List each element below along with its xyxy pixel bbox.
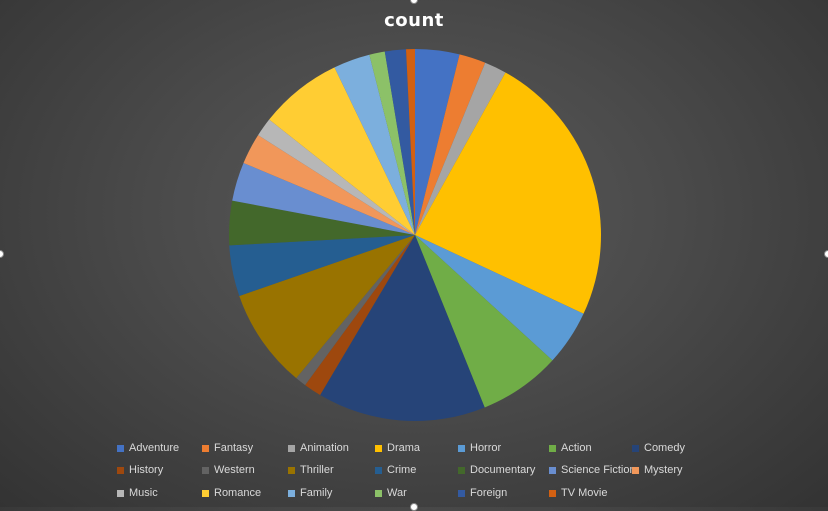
legend-item-thriller: Thriller: [288, 462, 334, 478]
legend-swatch: [288, 489, 295, 497]
legend-label: Western: [214, 464, 255, 476]
legend-item-mystery: Mystery: [632, 462, 683, 478]
legend-item-science-fiction: Science Fiction: [549, 462, 636, 478]
chart-title: count: [384, 10, 444, 31]
legend-item-drama: Drama: [375, 440, 420, 456]
legend-label: War: [387, 487, 407, 499]
legend-item-action: Action: [549, 440, 592, 456]
legend-item-war: War: [375, 485, 407, 501]
pie-slice-adventure[interactable]: [415, 49, 460, 235]
legend-label: History: [129, 464, 164, 476]
legend-label: Science Fiction: [561, 464, 636, 476]
legend-swatch: [458, 466, 465, 474]
legend-item-foreign: Foreign: [458, 485, 507, 501]
legend-swatch: [117, 444, 124, 452]
legend-swatch: [549, 466, 556, 474]
legend-swatch: [375, 489, 382, 497]
legend-swatch: [549, 489, 556, 497]
pie-slice-documentary[interactable]: [229, 200, 415, 246]
legend-swatch: [202, 489, 209, 497]
legend-swatch: [632, 466, 639, 474]
legend-swatch: [375, 466, 382, 474]
pie-slice-action[interactable]: [415, 235, 553, 408]
legend-item-tv-movie: TV Movie: [549, 485, 607, 501]
pie-slice-war[interactable]: [369, 51, 415, 236]
legend-item-documentary: Documentary: [458, 462, 535, 478]
legend-swatch: [202, 466, 209, 474]
legend-item-horror: Horror: [458, 440, 501, 456]
legend-swatch: [117, 489, 124, 497]
pie-slice-fantasy[interactable]: [415, 54, 486, 236]
pie-slice-animation[interactable]: [415, 62, 506, 235]
legend-label: Comedy: [644, 442, 685, 454]
pie-slice-tv-movie[interactable]: [406, 49, 415, 235]
pie-slice-mystery[interactable]: [243, 135, 415, 235]
legend-swatch: [202, 444, 209, 452]
selection-handle-right[interactable]: [824, 250, 828, 258]
legend-item-fantasy: Fantasy: [202, 440, 253, 456]
legend-label: Music: [129, 487, 158, 499]
pie-slice-horror[interactable]: [415, 235, 584, 361]
legend-swatch: [458, 489, 465, 497]
legend-item-romance: Romance: [202, 485, 261, 501]
legend-swatch: [117, 466, 124, 474]
legend-swatch: [632, 444, 639, 452]
legend-item-western: Western: [202, 462, 255, 478]
pie-slice-family[interactable]: [334, 54, 415, 235]
legend-swatch: [458, 444, 465, 452]
legend-label: Animation: [300, 442, 349, 454]
pie-slice-comedy[interactable]: [320, 235, 485, 422]
legend-label: Crime: [387, 464, 417, 476]
legend-item-animation: Animation: [288, 440, 349, 456]
pie-slice-crime[interactable]: [229, 235, 415, 296]
legend-label: Fantasy: [214, 442, 254, 454]
legend-label: Documentary: [470, 464, 536, 476]
pie-slice-music[interactable]: [258, 119, 415, 235]
legend-label: Drama: [387, 442, 421, 454]
legend-swatch: [549, 444, 556, 452]
pie-slice-romance[interactable]: [269, 67, 415, 235]
selection-handle-bottom[interactable]: [410, 503, 418, 511]
pie-slice-drama[interactable]: [415, 72, 601, 314]
legend-label: TV Movie: [561, 487, 608, 499]
legend-item-adventure: Adventure: [117, 440, 179, 456]
legend-label: Mystery: [644, 464, 683, 476]
legend-label: Adventure: [129, 442, 180, 454]
legend-label: Thriller: [300, 464, 334, 476]
legend-label: Romance: [214, 487, 262, 499]
legend-item-family: Family: [288, 485, 332, 501]
legend-swatch: [288, 466, 295, 474]
pie-slice-thriller[interactable]: [239, 235, 415, 379]
pie-slice-science-fiction[interactable]: [232, 162, 415, 235]
legend-item-history: History: [117, 462, 163, 478]
pie-slice-western[interactable]: [296, 235, 415, 386]
legend-item-crime: Crime: [375, 462, 416, 478]
legend-item-comedy: Comedy: [632, 440, 685, 456]
legend-item-music: Music: [117, 485, 158, 501]
pie-slice-foreign[interactable]: [384, 49, 415, 236]
legend-label: Family: [300, 487, 333, 499]
legend-label: Action: [561, 442, 592, 454]
legend-label: Horror: [470, 442, 502, 454]
legend-swatch: [375, 444, 382, 452]
pie-slice-history[interactable]: [305, 235, 415, 395]
legend-label: Foreign: [470, 487, 508, 499]
legend-swatch: [288, 444, 295, 452]
